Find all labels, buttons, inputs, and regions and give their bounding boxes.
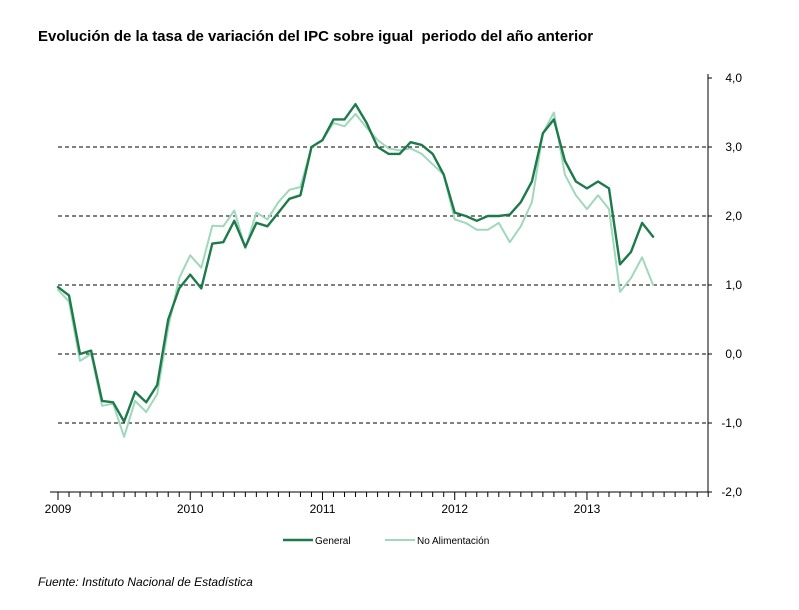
series-line-general — [56, 102, 655, 423]
x-tick-label: 2009 — [45, 502, 72, 516]
series-lines — [56, 102, 655, 438]
legend-label-general: General — [315, 536, 351, 547]
legend: General No Alimentación — [283, 536, 489, 547]
y-tick-label: 3,0 — [725, 140, 742, 154]
x-tick-label: 2012 — [441, 502, 468, 516]
y-tick-label: -2,0 — [721, 485, 742, 499]
series-line-no-alimentacion — [57, 111, 655, 438]
y-tick-label: 1,0 — [725, 278, 742, 292]
y-tick-label: 4,0 — [725, 71, 742, 85]
y-tick-label: 0,0 — [725, 347, 742, 361]
x-tick-label: 2011 — [310, 502, 336, 516]
y-tick-label: -1,0 — [721, 416, 742, 430]
gridlines — [58, 146, 708, 424]
source-note: Fuente: Instituto Nacional de Estadístic… — [38, 575, 253, 589]
x-tick-label: 2010 — [177, 502, 204, 516]
legend-label-no-alimentacion: No Alimentación — [417, 536, 489, 547]
chart-title: Evolución de la tasa de variación del IP… — [38, 28, 594, 45]
x-tick-label: 2013 — [574, 502, 601, 516]
axes: -2,0 -1,0 0,0 1,0 2,0 3,0 4,0 2009 2010 2011 2012 2… — [45, 71, 743, 516]
y-tick-label: 2,0 — [725, 209, 742, 223]
